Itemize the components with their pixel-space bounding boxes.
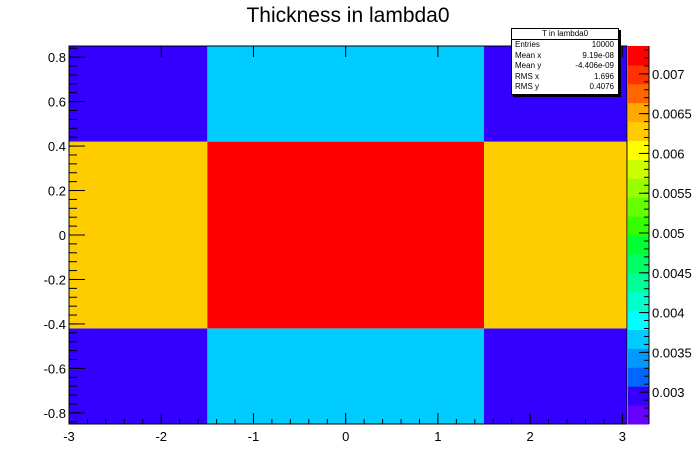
stats-value: -4.406e-09 xyxy=(575,61,614,70)
palette-swatch xyxy=(628,197,649,217)
palette-swatch xyxy=(628,83,649,104)
x-tick-label: 1 xyxy=(434,429,441,444)
heatmap-cell xyxy=(207,328,485,424)
heatmap-cell xyxy=(69,328,208,424)
stats-value: 9.19e-08 xyxy=(582,50,614,60)
stats-label: RMS y xyxy=(515,82,539,91)
z-axis: 0.003 0.0035 0.004 0.0045 0.005 0.0055 0.006 0.… xyxy=(639,46,692,424)
y-tick-label: 0.8 xyxy=(48,50,66,65)
palette-swatch xyxy=(628,272,649,293)
palette-swatch xyxy=(628,216,649,236)
color-palette xyxy=(628,46,649,425)
y-axis: -0.8 -0.6 -0.4 -0.2 0 0.2 0.4 0.6 0.8 xyxy=(44,47,85,423)
y-tick-label: 0.6 xyxy=(48,95,66,110)
stats-row-rms-x: RMS x 1.696 xyxy=(512,72,618,83)
palette-swatch xyxy=(628,121,649,141)
x-tick-label: 2 xyxy=(527,429,534,444)
palette-swatch xyxy=(628,310,649,330)
y-tick-label: 0 xyxy=(59,228,66,243)
stats-row-mean-x: Mean x 9.19e-08 xyxy=(512,51,618,62)
stats-row-entries: Entries 10000 xyxy=(512,40,618,51)
heatmap-cell xyxy=(69,141,208,329)
palette-swatch xyxy=(628,140,649,160)
palette-swatch xyxy=(628,235,649,255)
y-tick-label: 0.4 xyxy=(48,139,66,154)
stats-label: RMS x xyxy=(515,71,539,81)
palette-swatch xyxy=(628,64,649,85)
z-tick-label: 0.006 xyxy=(652,146,685,161)
z-tick-label: 0.003 xyxy=(652,385,685,400)
palette-swatch xyxy=(628,178,649,198)
stats-box: T in lambda0 Entries 10000 Mean x 9.19e-… xyxy=(511,28,619,95)
x-tick-label: 0 xyxy=(342,429,349,444)
palette-swatch xyxy=(628,367,649,387)
z-tick-label: 0.0055 xyxy=(652,186,692,201)
heatmap-cell xyxy=(484,328,627,424)
stats-label: Mean x xyxy=(515,50,542,60)
x-tick-label: -2 xyxy=(155,429,167,444)
z-tick-label: 0.0045 xyxy=(652,266,692,281)
stats-row-mean-y: Mean y -4.406e-09 xyxy=(512,61,618,72)
palette-swatch xyxy=(628,253,649,274)
chart-title: Thickness in lambda0 xyxy=(246,4,450,27)
heatmap-cell xyxy=(207,141,485,329)
stats-title: T in lambda0 xyxy=(512,29,618,40)
z-tick-label: 0.004 xyxy=(652,306,685,321)
z-tick-label: 0.007 xyxy=(652,67,685,82)
palette-swatch xyxy=(628,159,649,179)
z-tick-label: 0.0065 xyxy=(652,107,692,122)
stats-row-rms-y: RMS y 0.4076 xyxy=(512,82,618,93)
palette-swatch xyxy=(628,46,649,66)
x-axis: -3 -2 -1 0 1 2 3 xyxy=(63,46,626,444)
y-tick-label: -0.2 xyxy=(44,272,66,287)
palette-swatch xyxy=(628,386,649,406)
heatmap-cell xyxy=(484,141,627,329)
y-tick-label: -0.4 xyxy=(44,317,66,332)
palette-swatch xyxy=(628,329,649,349)
heatmap-cell xyxy=(69,46,208,142)
stats-label: Entries xyxy=(515,40,540,49)
palette-swatch xyxy=(628,348,649,368)
x-tick-label: 3 xyxy=(619,429,626,444)
stats-label: Mean y xyxy=(515,61,542,70)
palette-swatch xyxy=(628,291,649,312)
y-tick-label: -0.6 xyxy=(44,361,66,376)
x-tick-label: -1 xyxy=(248,429,260,444)
palette-swatch xyxy=(628,405,649,425)
y-tick-label: 0.2 xyxy=(48,184,66,199)
y-tick-label: -0.8 xyxy=(44,406,66,421)
heatmap-cells xyxy=(69,46,627,424)
z-tick-label: 0.0035 xyxy=(652,345,692,360)
stats-value: 0.4076 xyxy=(589,82,614,91)
palette-swatch xyxy=(628,102,649,123)
heatmap-cell xyxy=(207,46,485,142)
stats-value: 10000 xyxy=(591,40,614,49)
x-tick-label: -3 xyxy=(63,429,75,444)
stats-value: 1.696 xyxy=(593,71,614,81)
z-tick-label: 0.005 xyxy=(652,226,685,241)
